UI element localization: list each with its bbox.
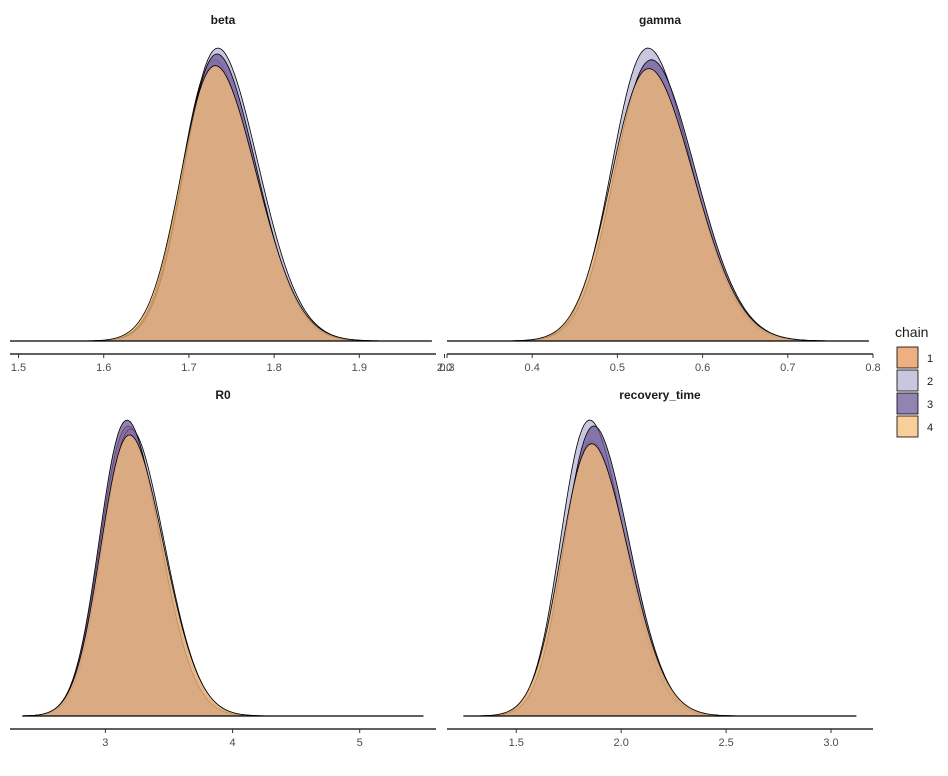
panel-title: gamma: [639, 13, 681, 27]
legend-label-chain-4: 4: [927, 422, 933, 434]
legend-key-chain-1: [896, 346, 919, 369]
x-tick-label: 0.3: [439, 362, 454, 374]
legend-key-chain-3: [896, 392, 919, 415]
legend-title: chain: [895, 324, 928, 340]
panel-R0: R0 3 4 5: [10, 388, 436, 749]
x-tick-label: 0.6: [695, 362, 710, 374]
x-tick-label: 5: [357, 737, 363, 749]
panel-title: recovery_time: [619, 388, 701, 402]
x-tick-label: 2.0: [437, 362, 452, 374]
legend-label-chain-3: 3: [927, 399, 933, 411]
x-tick-label: 1.5: [11, 362, 26, 374]
x-tick-label: 3: [102, 737, 108, 749]
panels-group: beta 1.5 1.6 1.7 1.8 1.9 2.0 gamma 0.3 0.4 0.5 0.6 0…: [10, 13, 881, 749]
legend-label-chain-2: 2: [927, 376, 933, 388]
legend: chain 1 2 3 4: [895, 324, 933, 438]
x-tick-label: 2.5: [718, 737, 733, 749]
legend-key-chain-2: [896, 369, 919, 392]
x-tick-label: 1.7: [181, 362, 196, 374]
x-tick-label: 1.5: [509, 737, 524, 749]
x-tick-label: 1.6: [96, 362, 111, 374]
x-tick-label: 3.0: [823, 737, 838, 749]
x-tick-label: 4: [229, 737, 235, 749]
panel-gamma: gamma 0.3 0.4 0.5 0.6 0.7 0.8: [439, 13, 880, 374]
panel-beta: beta 1.5 1.6 1.7 1.8 1.9 2.0: [10, 13, 452, 374]
legend-label-chain-1: 1: [927, 353, 933, 365]
x-tick-label: 0.8: [865, 362, 880, 374]
x-tick-label: 0.5: [610, 362, 625, 374]
x-tick-label: 0.4: [525, 362, 540, 374]
panel-title: beta: [211, 13, 236, 27]
legend-key-chain-4: [896, 415, 919, 438]
x-tick-label: 1.9: [352, 362, 367, 374]
x-tick-label: 1.8: [266, 362, 281, 374]
x-tick-label: 0.7: [780, 362, 795, 374]
x-tick-label: 2.0: [614, 737, 629, 749]
panel-title: R0: [215, 388, 231, 402]
panel-recovery_time: recovery_time 1.5 2.0 2.5 3.0: [447, 388, 873, 749]
